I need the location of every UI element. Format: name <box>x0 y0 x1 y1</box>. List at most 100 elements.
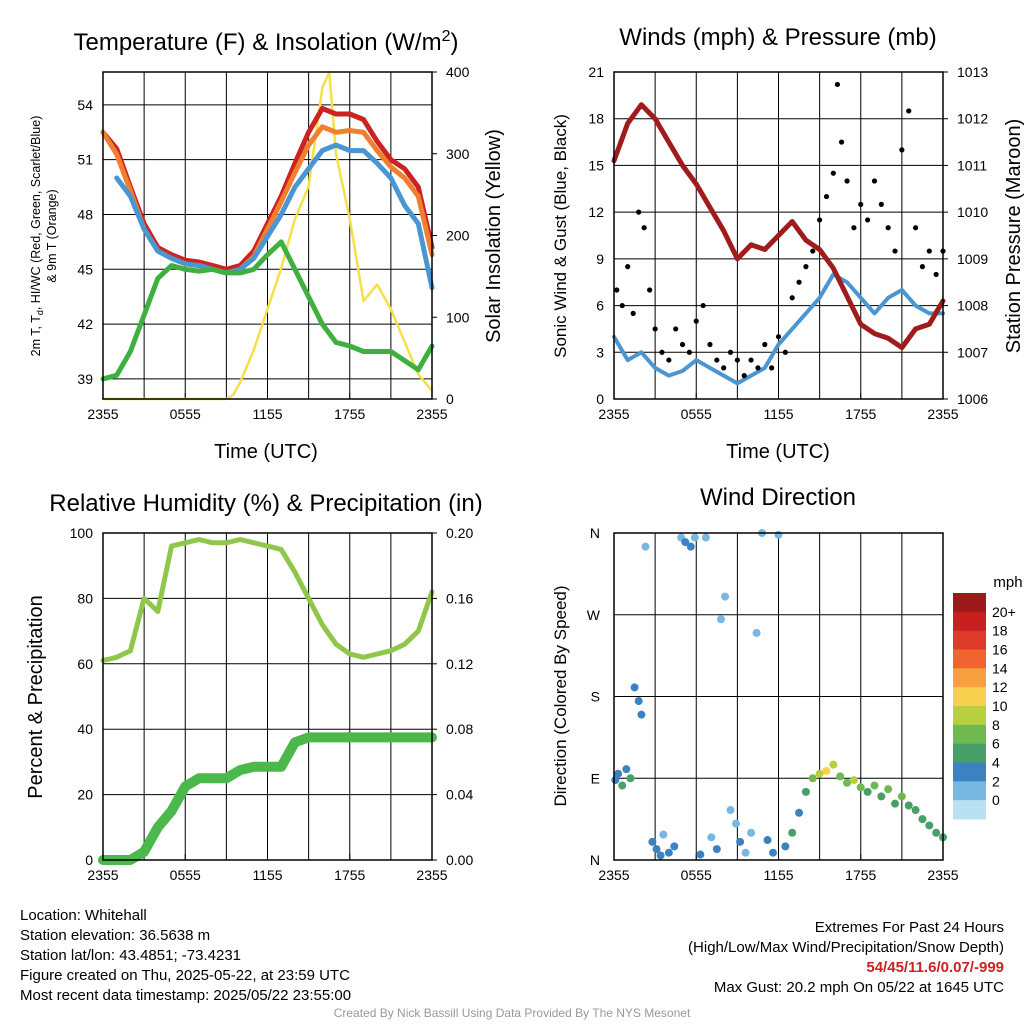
y-tick-label: 45 <box>77 261 93 277</box>
direction-point <box>808 774 817 783</box>
extremes-legend: (High/Low/Max Wind/Precipitation/Snow De… <box>688 939 1004 956</box>
colorbar-swatch <box>953 611 986 632</box>
x-tick-label: 2355 <box>598 406 629 422</box>
colorbar-swatch <box>953 593 986 613</box>
gust-point <box>782 349 788 355</box>
gust-point <box>844 178 850 184</box>
y2-tick-label: 0.16 <box>446 590 473 606</box>
colorbar-label: 0 <box>992 792 1000 808</box>
x-tick-label: 0555 <box>170 867 201 883</box>
panel1-title: Temperature (F) & Insolation (W/m2) <box>73 28 458 56</box>
y-tick-label: 15 <box>588 157 604 173</box>
gust-point <box>625 264 631 270</box>
gust-point <box>775 334 782 340</box>
x-tick-label: 1155 <box>763 867 793 883</box>
series-line-td <box>100 239 435 382</box>
direction-point <box>877 792 886 801</box>
colorbar-label: 14 <box>992 660 1008 676</box>
gust-point <box>810 248 816 254</box>
y2-tick-label: 1013 <box>957 64 988 80</box>
plot-frame <box>102 532 433 861</box>
y-tick-label: E <box>591 770 600 786</box>
gust-point <box>721 365 727 371</box>
direction-point <box>822 766 831 775</box>
y-tick-label: 6 <box>596 298 604 314</box>
y-tick-label: 9 <box>596 251 604 267</box>
direction-point <box>664 848 673 857</box>
gust-point <box>673 326 679 332</box>
direction-point <box>634 697 643 706</box>
x-tick-label: 2355 <box>416 406 447 422</box>
panel4-title: Wind Direction <box>700 484 856 511</box>
direction-point <box>690 533 699 542</box>
y2-tick-label: 1012 <box>957 111 988 127</box>
direction-point <box>836 772 845 781</box>
direction-point <box>637 710 646 719</box>
direction-point <box>911 806 920 815</box>
direction-point <box>670 842 679 851</box>
y-tick-label: 12 <box>588 204 604 220</box>
gust-point <box>700 302 706 309</box>
direction-point <box>707 833 716 842</box>
x-tick-label: 2355 <box>87 867 118 883</box>
x-tick-label: 0555 <box>170 406 201 422</box>
colorbar-swatch <box>953 649 986 669</box>
gust-point <box>762 341 768 348</box>
colorbar-swatch <box>953 724 986 745</box>
y2-tick-label: 0 <box>446 391 454 407</box>
direction-point <box>884 785 893 794</box>
gust-point <box>817 217 823 223</box>
figure-created: Figure created on Thu, 2025-05-22, at 23… <box>20 967 350 984</box>
panel1-xlabel: Time (UTC) <box>214 441 318 463</box>
direction-point <box>618 781 627 790</box>
gust-point <box>741 373 747 379</box>
x-tick-label: 1155 <box>252 406 282 422</box>
direction-point <box>918 815 927 824</box>
credit-line: Created By Nick Bassill Using Data Provi… <box>333 1006 691 1020</box>
direction-point <box>686 542 695 551</box>
direction-point <box>736 837 745 846</box>
gust-point <box>926 248 932 254</box>
direction-point <box>696 850 705 859</box>
gust-point <box>892 248 898 254</box>
direction-point <box>726 806 735 815</box>
station-latlon: Station lat/lon: 43.4851; -73.4231 <box>20 947 242 964</box>
colorbar-swatch <box>953 781 986 801</box>
plot-frame <box>613 532 944 861</box>
direction-point <box>747 828 756 837</box>
panel2-xlabel: Time (UTC) <box>726 441 830 463</box>
gust-point <box>830 170 836 176</box>
direction-point <box>681 538 690 547</box>
plot-frame <box>102 71 433 400</box>
y-tick-label: S <box>591 689 600 705</box>
gust-point <box>652 326 658 332</box>
gust-point <box>641 225 647 231</box>
colorbar-label: 16 <box>992 642 1008 658</box>
colorbar-label: 2 <box>992 773 1000 789</box>
y-tick-label: 21 <box>588 64 604 80</box>
direction-point <box>925 821 934 830</box>
colorbar-label: 18 <box>992 623 1008 639</box>
y-tick-label: 48 <box>77 206 93 222</box>
direction-point <box>712 845 721 854</box>
gust-point <box>693 318 699 324</box>
direction-point <box>856 783 865 792</box>
extremes-values: 54/45/11.6/0.07/-999 <box>866 959 1004 976</box>
y2-tick-label: 400 <box>446 64 470 80</box>
gust-point <box>803 264 809 270</box>
gust-point <box>851 225 857 231</box>
max-gust: Max Gust: 20.2 mph On 05/22 at 1645 UTC <box>713 979 1004 996</box>
colorbar-label: 12 <box>992 679 1008 695</box>
gust-point <box>823 193 830 200</box>
y-tick-label: 20 <box>77 787 93 803</box>
panel3-title: Relative Humidity (%) & Precipitation (i… <box>49 490 482 517</box>
panel2-ylabel: Sonic Wind & Gust (Blue, Black) <box>551 114 570 358</box>
gust-point <box>659 349 665 355</box>
y-tick-label: 18 <box>588 111 604 127</box>
direction-point <box>801 787 810 796</box>
x-tick-label: 1755 <box>845 867 876 883</box>
direction-point <box>752 628 761 637</box>
series-line-hi-wc <box>114 142 435 291</box>
colorbar-label: 10 <box>992 698 1008 714</box>
